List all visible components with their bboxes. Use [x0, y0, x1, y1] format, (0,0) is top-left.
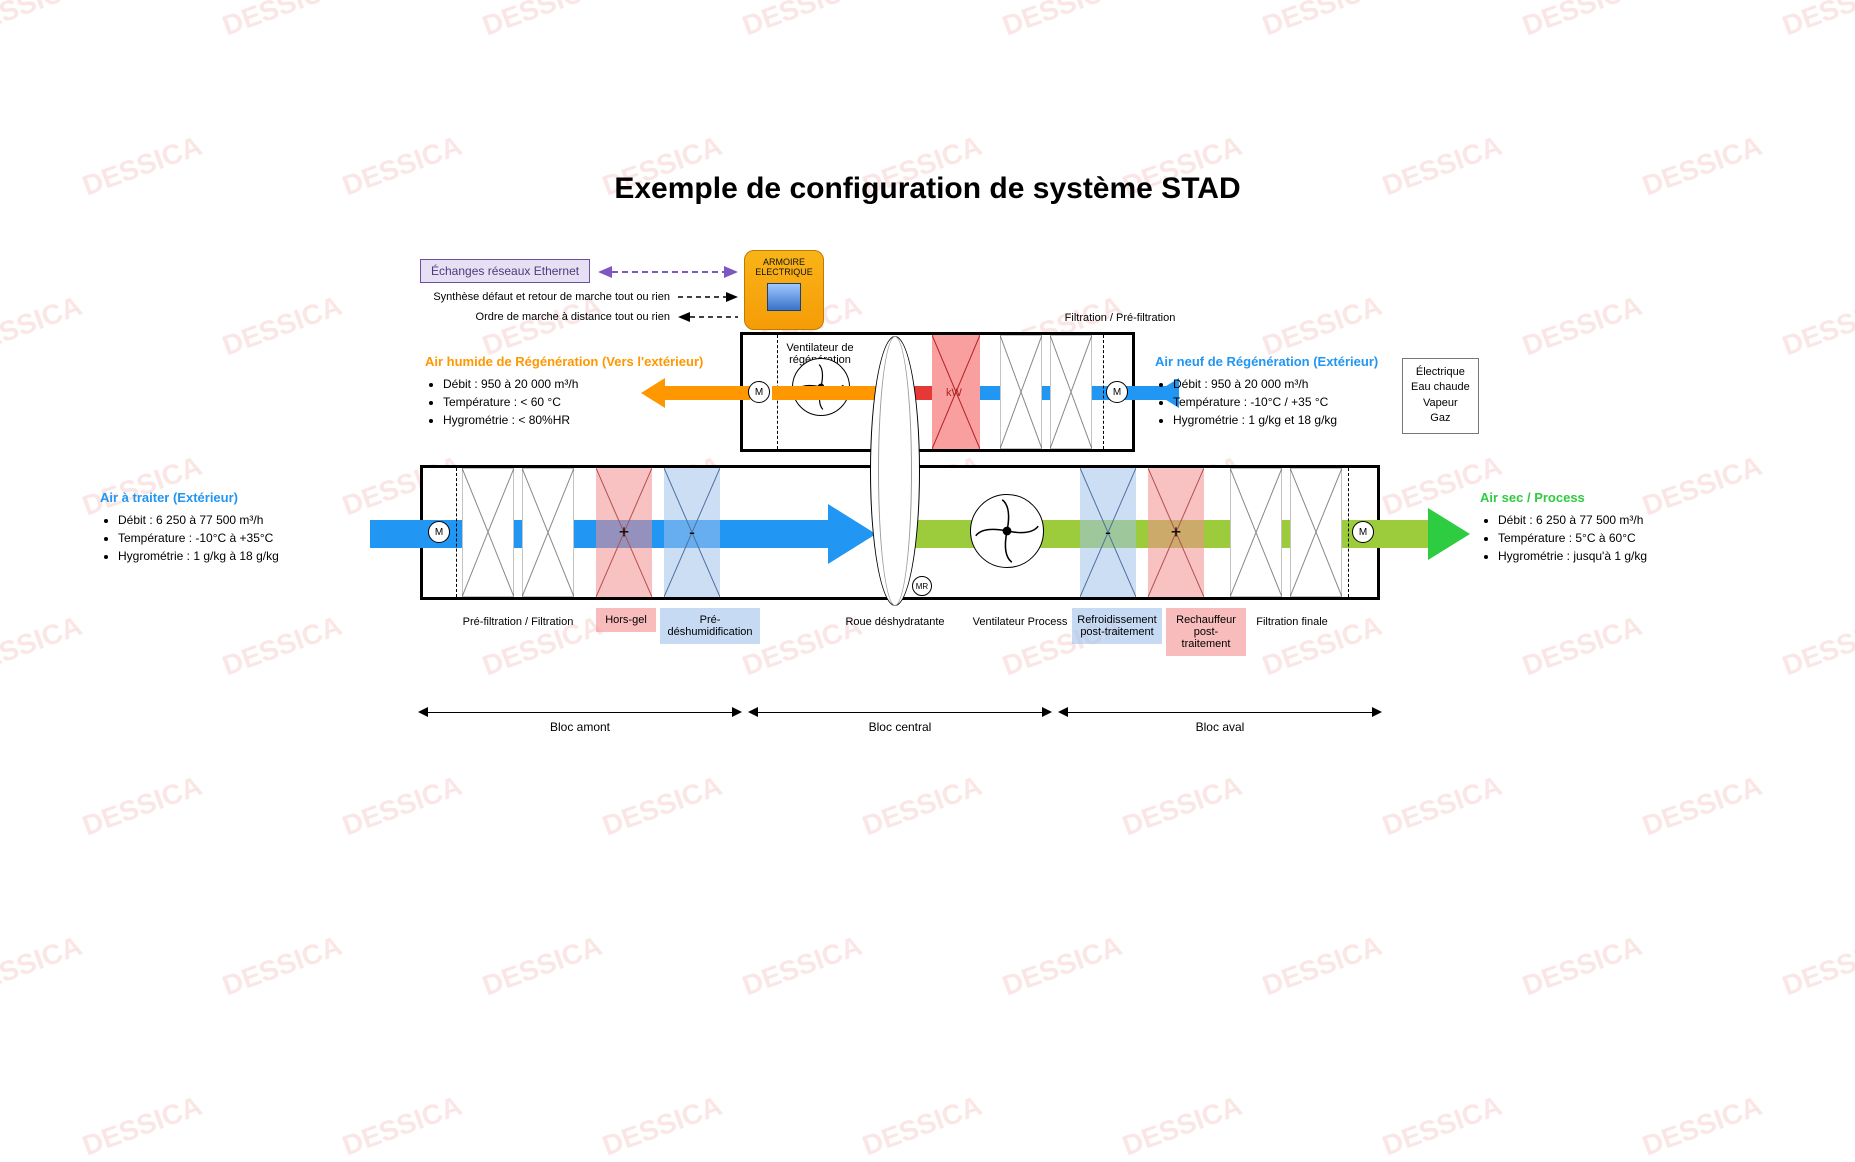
desiccant-wheel-inner	[878, 336, 912, 606]
bloc-central: Bloc central	[750, 720, 1050, 734]
lbl-finalfilter: Filtration finale	[1252, 610, 1332, 634]
svg-text:+: +	[1171, 522, 1182, 542]
main-postcool: -	[1080, 468, 1136, 597]
ethernet-label: Échanges réseaux Ethernet	[420, 259, 590, 283]
main-postheat: +	[1148, 468, 1204, 597]
svg-text:-: -	[689, 522, 695, 542]
main-out-motor: M	[1352, 521, 1374, 543]
main-predeshum: -	[664, 468, 720, 597]
main-arrowhead-green	[1428, 508, 1470, 560]
cabinet-screen-icon	[767, 283, 801, 311]
ctrl-line1: Synthèse défaut et retour de marche tout…	[350, 291, 670, 303]
lbl-horsgel: Hors-gel	[596, 608, 656, 632]
heater-kw: kW	[946, 387, 962, 399]
bloc-amont: Bloc amont	[420, 720, 740, 734]
wheel-motor: MR	[912, 576, 932, 596]
regen-in-block: Air neuf de Régénération (Extérieur) Déb…	[1155, 354, 1405, 429]
main-arrowhead-blue	[828, 504, 876, 564]
regen-filter1	[1000, 335, 1042, 449]
lbl-predeshum: Pré-déshumidification	[660, 608, 760, 644]
lbl-wheel: Roue déshydratante	[830, 610, 960, 634]
bloc-aval: Bloc aval	[1060, 720, 1380, 734]
air-out-block: Air sec / Process Débit : 6 250 à 77 500…	[1480, 490, 1770, 565]
air-in-header: Air à traiter (Extérieur)	[100, 490, 390, 505]
main-finalfilter1	[1230, 468, 1282, 597]
ctrl-arrow2	[678, 310, 738, 324]
regen-out-block: Air humide de Régénération (Vers l'extér…	[425, 354, 725, 429]
lbl-postheat: Rechauffeur post-traitement	[1166, 608, 1246, 656]
regen-out-specs: Débit : 950 à 20 000 m³/h Température : …	[425, 375, 725, 429]
regen-motor: M	[748, 381, 770, 403]
air-out-header: Air sec / Process	[1480, 490, 1770, 505]
bloc-row: Bloc amont Bloc central Bloc aval	[420, 712, 1380, 742]
ctrl-arrow1	[678, 290, 738, 304]
air-in-block: Air à traiter (Extérieur) Débit : 6 250 …	[100, 490, 390, 565]
regen-in-motor: M	[1106, 381, 1128, 403]
process-fan-icon	[970, 494, 1044, 568]
electrical-cabinet: ARMOIRE ELECTRIQUE	[744, 250, 824, 330]
lbl-postcool: Refroidissement post-traitement	[1072, 608, 1162, 644]
heat-source-box: Électrique Eau chaude Vapeur Gaz	[1402, 358, 1479, 434]
main-horsgel: +	[596, 468, 652, 597]
regen-in-header: Air neuf de Régénération (Extérieur)	[1155, 354, 1405, 369]
main-filter	[522, 468, 574, 597]
regen-filter2	[1050, 335, 1092, 449]
main-prefilter	[462, 468, 514, 597]
ctrl-line2: Ordre de marche à distance tout ou rien	[350, 311, 670, 323]
regen-filtration-label: Filtration / Pré-filtration	[1035, 312, 1205, 324]
main-in-motor: M	[428, 521, 450, 543]
svg-text:+: +	[619, 522, 630, 542]
air-in-specs: Débit : 6 250 à 77 500 m³/h Température …	[100, 511, 390, 565]
svg-text:-: -	[1105, 522, 1111, 542]
regen-out-header: Air humide de Régénération (Vers l'extér…	[425, 354, 725, 369]
cabinet-line1: ARMOIRE	[745, 257, 823, 267]
lbl-fan: Ventilateur Process	[960, 610, 1080, 634]
lbl-prefilter: Pré-filtration / Filtration	[448, 610, 588, 634]
ethernet-arrow	[598, 263, 738, 281]
main-finalfilter2	[1290, 468, 1342, 597]
air-out-specs: Débit : 6 250 à 77 500 m³/h Température …	[1480, 511, 1770, 565]
regen-in-specs: Débit : 950 à 20 000 m³/h Température : …	[1155, 375, 1405, 429]
diagram-root: Échanges réseaux Ethernet Synthèse défau…	[0, 0, 1855, 1137]
cabinet-line2: ELECTRIQUE	[745, 267, 823, 277]
